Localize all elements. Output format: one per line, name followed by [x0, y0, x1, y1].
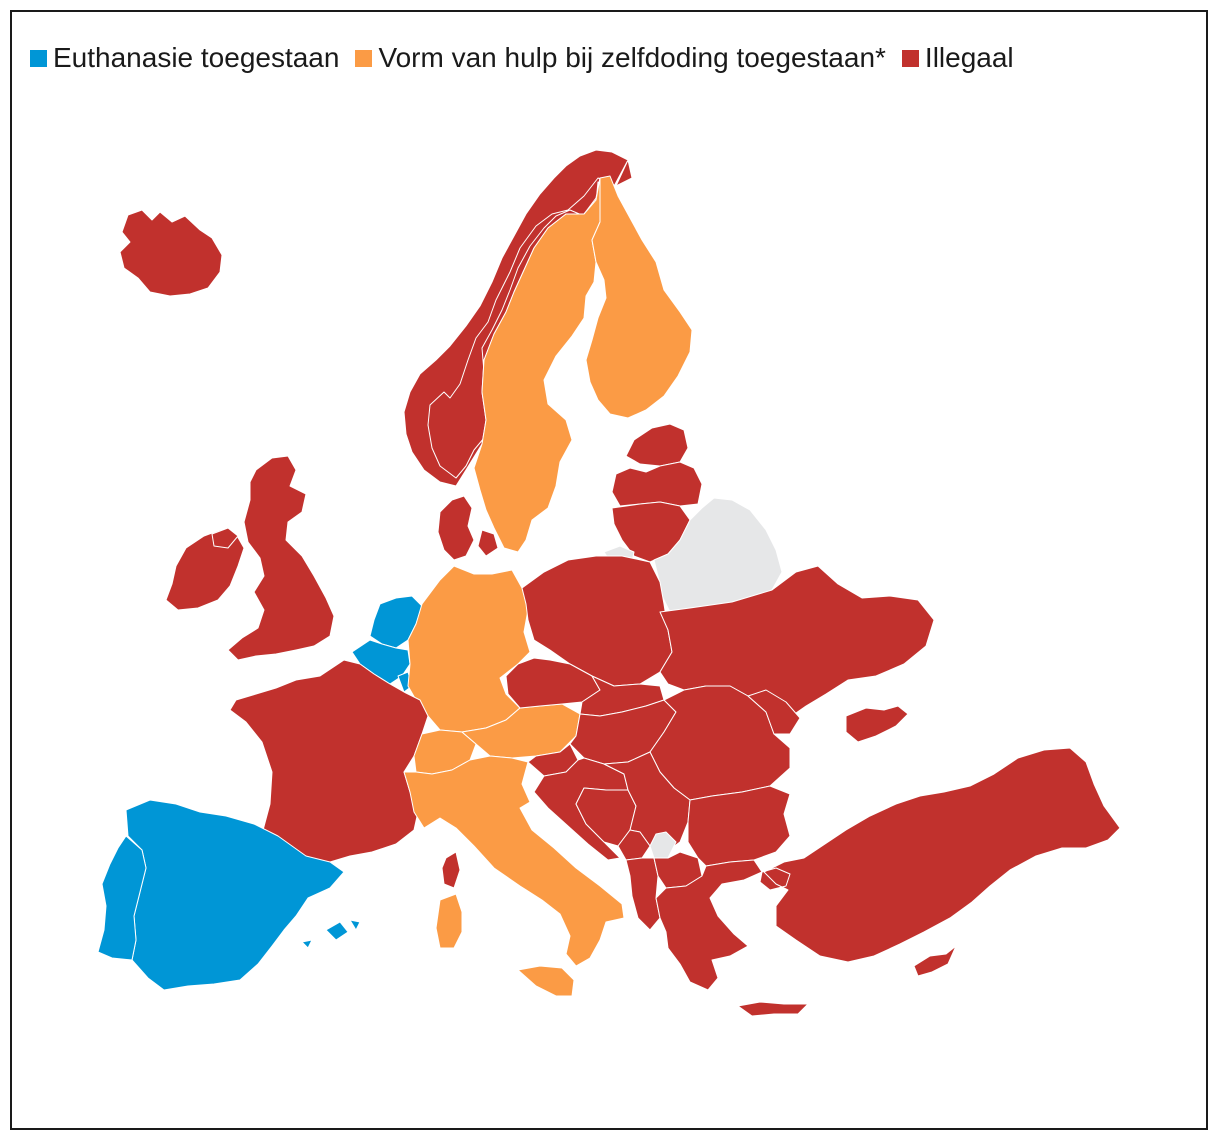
- region-latvia: [611, 461, 703, 507]
- region-denmark: [437, 495, 499, 561]
- region-crete: [737, 1001, 809, 1017]
- region-sicily: [517, 965, 575, 997]
- legend-item-euthanasia: Euthanasie toegestaan: [30, 42, 339, 74]
- legend-label-assisted: Vorm van hulp bij zelfdoding toegestaan*: [378, 42, 886, 73]
- region-portugal: [97, 835, 147, 961]
- region-united-kingdom: [211, 455, 335, 661]
- region-sweden: [473, 177, 601, 553]
- region-finland: [585, 175, 693, 419]
- region-crimea: [845, 705, 909, 743]
- region-greece: [655, 859, 763, 991]
- legend: Euthanasie toegestaan Vorm van hulp bij …: [30, 42, 1030, 74]
- region-sardinia: [435, 893, 463, 949]
- legend-swatch-illegal: [901, 49, 919, 67]
- region-moldova: [747, 689, 801, 735]
- region-ukraine: [659, 565, 935, 721]
- legend-item-assisted: Vorm van hulp bij zelfdoding toegestaan*: [355, 42, 886, 74]
- region-italy: [403, 755, 625, 967]
- region-germany: [407, 565, 531, 733]
- region-turkey: [759, 747, 1121, 963]
- legend-swatch-euthanasia: [30, 49, 47, 67]
- region-iceland: [119, 209, 223, 297]
- region-corsica: [441, 851, 461, 889]
- legend-item-illegal: Illegaal: [901, 42, 1014, 74]
- legend-label-euthanasia: Euthanasie toegestaan: [53, 42, 340, 73]
- region-bulgaria: [687, 785, 791, 867]
- region-albania: [625, 857, 661, 931]
- region-estonia: [625, 423, 689, 467]
- region-balearic-islands: [301, 919, 361, 949]
- region-cyprus: [913, 945, 957, 977]
- legend-swatch-assisted: [355, 49, 373, 67]
- legend-label-illegal: Illegaal: [924, 42, 1014, 73]
